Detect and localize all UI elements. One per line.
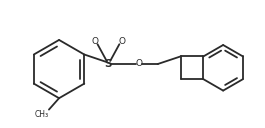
Text: O: O xyxy=(135,60,142,68)
Text: S: S xyxy=(105,59,112,69)
Text: O: O xyxy=(119,37,126,46)
Text: CH₃: CH₃ xyxy=(34,110,48,119)
Text: O: O xyxy=(91,37,98,46)
